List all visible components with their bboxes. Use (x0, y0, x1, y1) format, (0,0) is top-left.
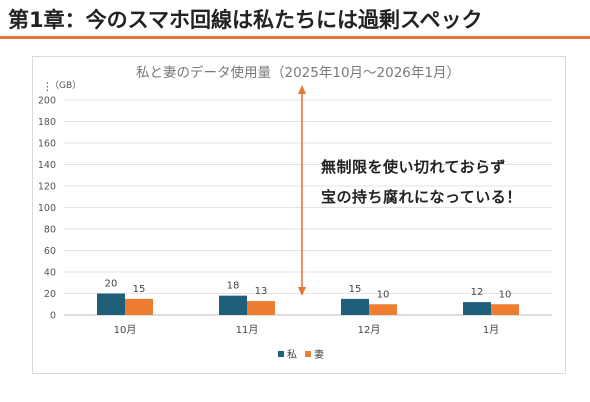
y-tick-label: 180 (38, 117, 56, 128)
callout-line-1: 無制限を使い切れておらず (321, 158, 506, 176)
bar-wife (491, 304, 519, 315)
bar-wife (247, 301, 275, 315)
y-tick-label: 140 (38, 160, 56, 171)
data-label: 10 (377, 289, 390, 300)
data-label: 20 (105, 279, 118, 290)
legend-label: 妻 (314, 348, 324, 361)
legend-label: 私 (287, 349, 297, 361)
y-tick-label: 60 (44, 246, 56, 257)
y-unit-label: （GB） (50, 80, 81, 91)
bar-me (219, 295, 247, 315)
callout-line-2: 宝の持ち腐れになっている！ (321, 188, 522, 206)
y-tick-label: 40 (44, 268, 56, 279)
data-label: 13 (255, 286, 268, 297)
bars (97, 293, 519, 315)
y-tick-label: 20 (44, 289, 56, 300)
y-tick-label: 0 (50, 311, 56, 322)
slide-title: 第1章：今のスマホ回線は私たちには過剰スペック (8, 8, 483, 32)
y-tick-label: 200 (38, 96, 56, 107)
y-tick-label: 80 (44, 225, 56, 236)
data-label: 15 (133, 284, 146, 295)
chart-title: 私と妻のデータ使用量（2025年10月〜2026年1月） (136, 64, 460, 81)
data-label: 15 (349, 284, 362, 295)
y-tick-labels: 0 20 40 60 80 100 120 140 160 180 200 (38, 96, 56, 322)
x-tick-label: 1月 (483, 324, 499, 336)
legend-swatch (305, 351, 311, 357)
data-label: 12 (471, 287, 484, 298)
title-rule (0, 36, 590, 39)
bar-me (463, 302, 491, 315)
x-tick-label: 10月 (114, 324, 137, 336)
gridlines (64, 99, 552, 316)
chart-frame (32, 56, 566, 374)
x-tick-labels: 10月 11月 12月 1月 (114, 324, 500, 336)
bar-me (341, 298, 369, 315)
legend: 私妻 (278, 348, 324, 361)
bar-me (97, 293, 125, 315)
double-arrow-annotation (298, 85, 306, 296)
data-label: 18 (227, 281, 240, 292)
y-tick-label: 120 (38, 182, 56, 193)
bar-wife (369, 304, 397, 315)
y-tick-label: 100 (38, 203, 56, 214)
x-tick-label: 11月 (236, 324, 259, 336)
x-tick-label: 12月 (358, 324, 381, 336)
data-labels: 20 15 18 13 15 10 12 10 (105, 279, 512, 301)
y-tick-label: 160 (38, 139, 56, 150)
more-options-icon[interactable]: ⋮ (42, 80, 53, 93)
legend-swatch (278, 351, 284, 357)
data-label: 10 (499, 289, 512, 300)
bar-wife (125, 298, 153, 315)
